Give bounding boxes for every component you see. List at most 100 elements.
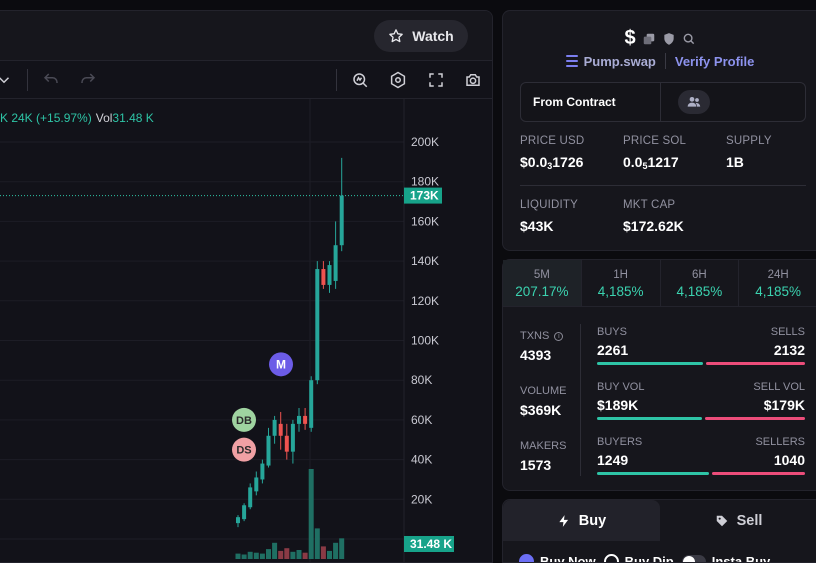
volume-bar [241, 554, 247, 559]
copy-icon[interactable] [642, 32, 656, 46]
volume-label: VOLUME [520, 385, 567, 397]
tab-6h[interactable]: 6H 4,185% [661, 260, 740, 306]
sells-label: SELLS [770, 326, 805, 338]
holders-button[interactable] [678, 90, 710, 114]
buyvol-sellvol-row: BUY VOL SELL VOL $189K $179K [597, 381, 805, 420]
legend-vol-value: 31.48 K [112, 111, 154, 125]
price-axis-label: 200K [411, 135, 439, 149]
tab-24h[interactable]: 24H 4,185% [755, 269, 802, 299]
price-axis-label: 160K [411, 214, 439, 228]
supply-label: SUPPLY [726, 135, 772, 147]
chart-toolbar [0, 61, 492, 99]
stat-liquidity: LIQUIDITY $43K [520, 199, 578, 234]
sellers-value: 1040 [773, 452, 805, 468]
volume-bar [320, 546, 326, 559]
price-axis-label: 180K [411, 175, 439, 189]
camera-icon[interactable] [463, 70, 483, 90]
current-volume-badge [404, 536, 454, 552]
sell-tab-label: Sell [736, 512, 763, 529]
tab-buy[interactable]: Buy [503, 500, 660, 541]
info-icon[interactable]: i [554, 331, 564, 341]
candle-body [327, 265, 332, 285]
buyers-sellers-bar [597, 472, 805, 475]
chart-marker [232, 437, 256, 462]
stat-price-sol: PRICE SOL 0.051217 [623, 135, 686, 171]
candle-body [236, 517, 240, 524]
chevron-down-icon[interactable] [0, 70, 14, 90]
indicators-icon[interactable] [350, 70, 370, 90]
token-links-row: Pump.swap Verify Profile [503, 53, 816, 69]
settings-icon[interactable] [388, 70, 408, 90]
price-axis-label: 100K [411, 334, 439, 348]
chart-marker [269, 352, 293, 377]
tab-sell[interactable]: Sell [660, 500, 816, 541]
verify-profile-link[interactable]: Verify Profile [674, 53, 755, 69]
contract-divider [660, 83, 661, 121]
buyers-sellers-row: BUYERS SELLERS 1249 1040 [597, 436, 805, 475]
price-sol-value: 0.051217 [623, 154, 679, 171]
candlestick-chart[interactable]: 200K 180K 160K 140K 120K 100K 80K 60K 40K 20K 173K… [0, 99, 493, 563]
buys-sells-bar [597, 362, 805, 365]
contract-label: From Contract [533, 95, 616, 109]
toggle-switch[interactable] [681, 554, 706, 562]
current-price-label: 173K [410, 189, 439, 203]
watch-button[interactable]: Watch [374, 20, 468, 52]
candle-body [248, 487, 253, 508]
watch-label: Watch [412, 28, 454, 44]
chart-plot-area[interactable] [0, 99, 492, 562]
buyvol-sellvol-bar [597, 417, 805, 420]
shield-icon[interactable] [662, 32, 676, 46]
chart-header: Watch [0, 11, 492, 61]
volume-bar [339, 538, 345, 559]
tab-5m[interactable]: 5M 207.17% [503, 260, 582, 306]
tab-1h[interactable]: 1H 4,185% [582, 260, 661, 306]
volume-bar [327, 550, 332, 559]
txns-stat: TXNS i 4393 [520, 330, 564, 363]
stat-supply: SUPPLY 1B [726, 135, 772, 170]
volume-bar [314, 528, 320, 559]
option-buy-now[interactable]: Buy Now [519, 554, 596, 562]
current-price-badge [404, 187, 442, 204]
token-info-panel: $ Pump.swap Verify Profile From Contract… [502, 10, 816, 251]
legend-vol-label: Vol [95, 111, 113, 125]
volume-bar [278, 550, 284, 559]
stat-price-usd: PRICE USD $0.031726 [520, 135, 584, 171]
price-sol-label: PRICE SOL [623, 135, 687, 147]
links-divider [664, 53, 666, 69]
candle-body [309, 380, 314, 428]
candle-body [266, 435, 271, 466]
stat-mktcap: MKT CAP $172.62K [623, 199, 684, 234]
option-insta-buy[interactable]: Insta Buy [681, 554, 770, 562]
sellvol-label: SELL VOL [753, 381, 805, 393]
buyers-value: 1249 [597, 452, 629, 468]
candle-body [321, 269, 326, 285]
volume-bar [259, 553, 265, 559]
fullscreen-icon[interactable] [426, 70, 446, 90]
price-axis-label: 120K [411, 294, 439, 308]
undo-icon[interactable] [41, 70, 61, 90]
buy-tab-label: Buy [578, 512, 607, 529]
txns-label: TXNS [520, 330, 550, 342]
volume-bar [266, 549, 271, 559]
candle-body [254, 477, 259, 492]
option-buy-dip[interactable]: Buy Dip [603, 554, 674, 562]
search-icon[interactable] [682, 32, 696, 46]
buys-sells-row: BUYS SELLS 2261 2132 [597, 326, 805, 365]
redo-icon[interactable] [78, 70, 98, 90]
candle-body [333, 245, 338, 281]
txns-value: 4393 [520, 347, 552, 363]
dex-link[interactable]: Pump.swap [565, 53, 656, 69]
toolbar-divider [27, 69, 28, 91]
candle-body [315, 269, 320, 381]
price-usd-label: PRICE USD [520, 135, 585, 147]
price-usd-value: $0.031726 [520, 154, 584, 171]
volume-bar [290, 551, 296, 559]
buyvol-label: BUY VOL [597, 381, 645, 393]
dex-label: Pump.swap [583, 53, 656, 69]
current-volume-label: 31.48 K [410, 537, 452, 551]
makers-stat: MAKERS 1573 [520, 440, 566, 473]
sellers-label: SELLERS [755, 436, 805, 448]
chart-marker-label: M [276, 357, 286, 371]
volume-value: $369K [520, 402, 562, 418]
